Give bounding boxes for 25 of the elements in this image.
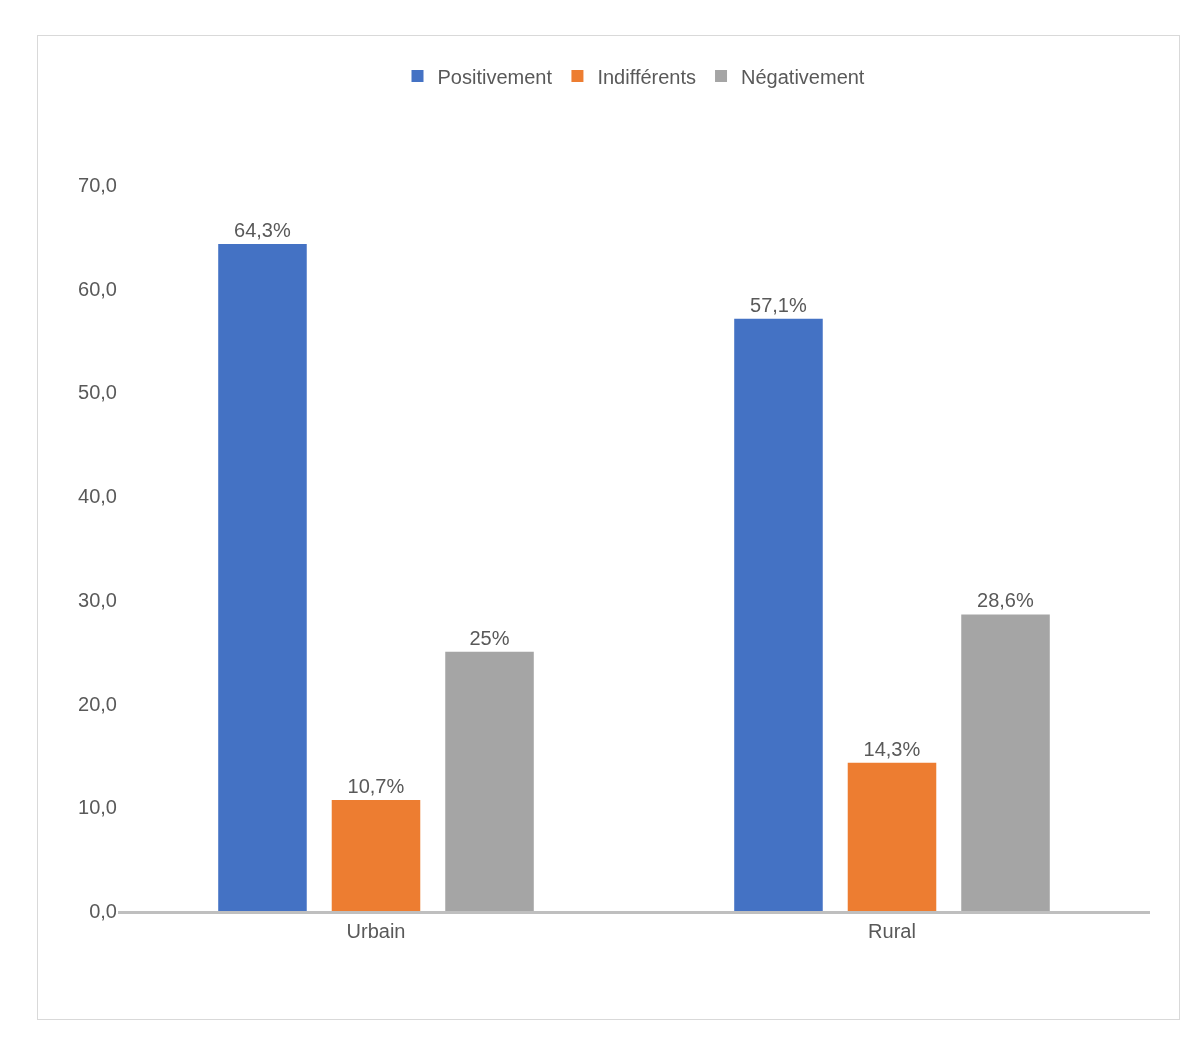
bar [961, 614, 1050, 911]
bar [847, 762, 937, 911]
legend-label: Positivement [437, 65, 553, 88]
y-tick-label: 10,0 [78, 796, 117, 819]
data-label: 14,3% [863, 737, 921, 760]
bar [331, 800, 421, 911]
bar [445, 651, 534, 911]
data-label: 10,7% [347, 775, 405, 798]
data-label: 28,6% [977, 589, 1034, 612]
y-tick-label: 40,0 [78, 485, 117, 508]
x-tick-label: Urbain [346, 920, 406, 942]
bar [218, 244, 307, 911]
x-tick-label: Rural [868, 920, 916, 942]
data-label: 64,3% [234, 219, 291, 242]
bar [734, 318, 823, 911]
y-tick-label: 50,0 [78, 381, 117, 404]
y-tick-label: 20,0 [78, 692, 117, 715]
y-tick-label: 0,0 [89, 900, 117, 922]
data-label: 25% [469, 626, 510, 649]
legend-label: Négativement [741, 65, 865, 88]
y-tick-label: 30,0 [78, 588, 117, 611]
y-tick-label: 70,0 [78, 174, 117, 196]
y-tick-label: 60,0 [78, 277, 117, 300]
data-label: 57,1% [750, 293, 807, 316]
legend-label: Indifférents [597, 65, 697, 88]
